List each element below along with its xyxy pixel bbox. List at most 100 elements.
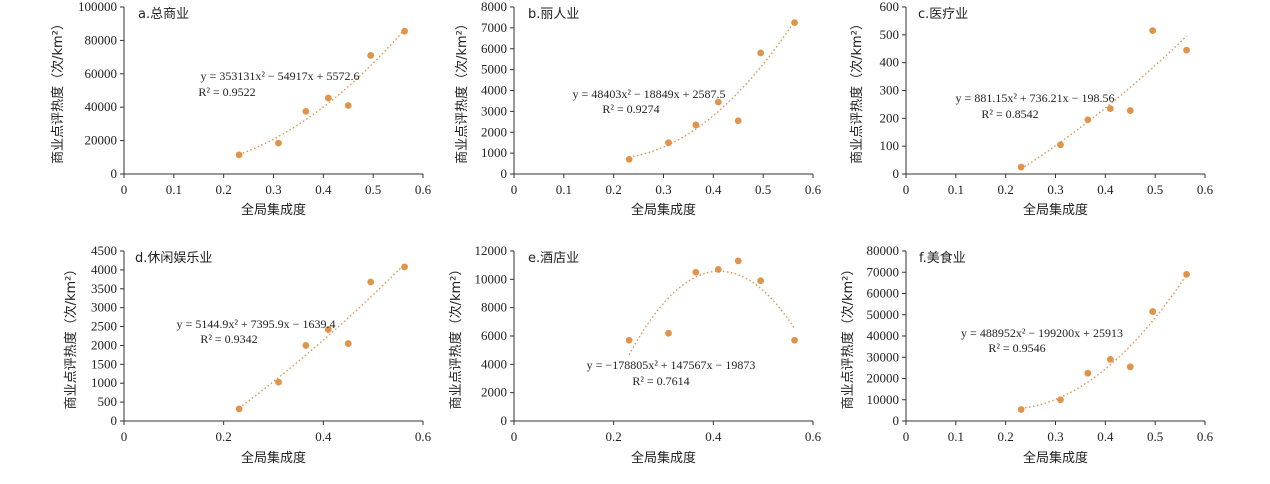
x-tick-label: 0.5 bbox=[365, 182, 381, 197]
data-point bbox=[1084, 369, 1092, 377]
x-tick-label: 0 bbox=[511, 429, 518, 444]
x-tick-label: 0.1 bbox=[166, 182, 182, 197]
x-axis-title: 全局集成度 bbox=[241, 202, 306, 218]
data-point bbox=[692, 121, 700, 129]
data-point bbox=[1149, 308, 1157, 315]
data-point bbox=[235, 405, 243, 413]
panel-title: f.美食业 bbox=[919, 250, 966, 266]
x-tick-label: 0.6 bbox=[1197, 182, 1214, 197]
x-tick-label: 0.6 bbox=[805, 429, 822, 444]
y-tick-label: 6000 bbox=[481, 41, 507, 56]
y-tick-label: 3500 bbox=[91, 281, 117, 296]
y-tick-label: 12000 bbox=[475, 243, 508, 258]
y-tick-label: 0 bbox=[111, 166, 118, 181]
data-point bbox=[1057, 396, 1064, 404]
data-point bbox=[324, 326, 332, 333]
x-tick-label: 0 bbox=[903, 182, 910, 197]
y-tick-label: 10000 bbox=[867, 392, 900, 407]
trendline bbox=[1020, 35, 1188, 170]
x-tick-label: 0.4 bbox=[705, 182, 722, 197]
data-point bbox=[714, 98, 722, 106]
data-point bbox=[1149, 27, 1157, 35]
x-tick-label: 0.3 bbox=[265, 182, 281, 197]
x-tick-label: 0.3 bbox=[1047, 182, 1063, 197]
x-tick-label: 0.2 bbox=[998, 182, 1014, 197]
r-squared-label: R² = 0.9274 bbox=[602, 102, 659, 116]
trendline bbox=[1021, 274, 1188, 409]
y-tick-label: 0 bbox=[893, 413, 900, 428]
y-tick-label: 10000 bbox=[475, 271, 508, 286]
data-point bbox=[1183, 270, 1190, 278]
x-tick-label: 0.1 bbox=[948, 429, 964, 444]
y-tick-label: 2000 bbox=[91, 337, 117, 352]
data-point bbox=[275, 378, 282, 386]
y-tick-label: 100000 bbox=[78, 0, 117, 14]
x-tick-label: 0 bbox=[121, 182, 128, 197]
y-tick-label: 1000 bbox=[91, 375, 117, 390]
r-squared-label: R² = 0.9546 bbox=[988, 341, 1045, 355]
y-tick-label: 20000 bbox=[867, 371, 900, 386]
data-point bbox=[401, 27, 408, 35]
panel-title: b.丽人业 bbox=[528, 7, 579, 22]
x-tick-label: 0.2 bbox=[216, 429, 232, 444]
y-tick-label: 100 bbox=[880, 138, 900, 153]
y-tick-label: 40000 bbox=[85, 99, 118, 114]
x-axis-title: 全局集成度 bbox=[631, 202, 696, 218]
data-point bbox=[1106, 355, 1114, 363]
trend-equation: y = 5144.9x² + 7395.9x − 1639.4 bbox=[177, 317, 336, 331]
x-tick-label: 0 bbox=[903, 429, 910, 444]
data-point bbox=[734, 117, 742, 125]
y-axis-title: 商业点评热度（次/km²） bbox=[63, 263, 79, 410]
data-point bbox=[1017, 163, 1025, 171]
data-point bbox=[235, 151, 243, 159]
y-tick-label: 0 bbox=[501, 166, 508, 181]
y-tick-label: 0 bbox=[111, 413, 118, 428]
x-tick-label: 0.5 bbox=[1147, 182, 1163, 197]
trend-equation: y = 353131x² − 54917x + 5572.6 bbox=[201, 69, 360, 83]
panel-title: e.酒店业 bbox=[528, 251, 579, 266]
trend-equation: y = 48403x² − 18849x + 2587.5 bbox=[573, 87, 726, 101]
data-point bbox=[1017, 406, 1025, 413]
chart-panel: 0 1000 2000 3000 4000 5000 6000 7000 8000 0 0.1 0.2… bbox=[454, 0, 822, 218]
x-axis-title: 全局集成度 bbox=[1023, 450, 1088, 466]
data-point bbox=[757, 49, 765, 57]
x-axis-title: 全局集成度 bbox=[631, 450, 696, 466]
y-tick-label: 40000 bbox=[867, 328, 900, 343]
r-squared-label: R² = 0.7614 bbox=[632, 374, 689, 388]
y-tick-label: 0 bbox=[501, 413, 508, 428]
data-point bbox=[665, 329, 672, 337]
data-point bbox=[401, 263, 408, 271]
y-tick-label: 30000 bbox=[867, 349, 900, 364]
y-tick-label: 2000 bbox=[481, 385, 507, 400]
y-tick-label: 500 bbox=[880, 27, 900, 42]
data-point bbox=[1106, 105, 1114, 112]
x-tick-label: 0.1 bbox=[948, 182, 964, 197]
trend-equation: y = −178805x² + 147567x − 19873 bbox=[587, 358, 756, 372]
x-tick-label: 0.4 bbox=[1097, 429, 1114, 444]
data-point bbox=[302, 342, 310, 349]
x-tick-label: 0.2 bbox=[216, 182, 232, 197]
y-axis-title: 商业点评热度（次/km²） bbox=[840, 263, 856, 410]
x-tick-label: 0.2 bbox=[606, 182, 622, 197]
x-tick-label: 0.6 bbox=[805, 182, 822, 197]
data-point bbox=[625, 336, 633, 344]
y-tick-label: 600 bbox=[880, 0, 900, 14]
y-tick-label: 1500 bbox=[91, 356, 117, 371]
trendline bbox=[629, 20, 796, 158]
y-tick-label: 2000 bbox=[481, 124, 507, 139]
x-axis-title: 全局集成度 bbox=[241, 450, 306, 466]
y-tick-label: 70000 bbox=[867, 264, 900, 279]
y-tick-label: 8000 bbox=[481, 300, 507, 315]
chart-panel: 0 10000 20000 30000 40000 50000 60000 70000 8000… bbox=[840, 243, 1214, 466]
data-point bbox=[1126, 363, 1134, 371]
data-point bbox=[714, 266, 722, 273]
panel-title: d.休闲娱乐业 bbox=[135, 251, 212, 266]
x-tick-label: 0 bbox=[511, 182, 518, 197]
data-point bbox=[665, 139, 672, 147]
x-tick-label: 0.6 bbox=[415, 429, 432, 444]
x-tick-label: 0.6 bbox=[415, 182, 432, 197]
data-point bbox=[344, 102, 352, 109]
y-tick-label: 3000 bbox=[91, 300, 117, 315]
y-tick-label: 4000 bbox=[91, 262, 117, 277]
